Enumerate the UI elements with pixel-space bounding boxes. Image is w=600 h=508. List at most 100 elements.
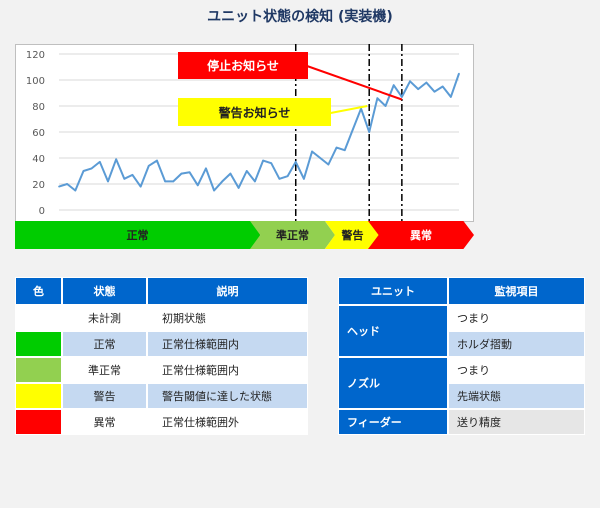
data-point bbox=[82, 170, 85, 172]
data-point bbox=[90, 167, 93, 170]
y-tick-label: 80 bbox=[32, 102, 45, 113]
data-point bbox=[376, 97, 379, 99]
y-tick-label: 40 bbox=[32, 154, 45, 165]
status-table: 色 状態 説明 未計測 初期状態 正常 正常仕様範囲内 準正常 正常仕様範囲内 … bbox=[15, 277, 308, 435]
band-semi-normal: 準正常 bbox=[250, 221, 335, 249]
monitor-item: 送り精度 bbox=[448, 409, 585, 435]
col-description: 説明 bbox=[147, 277, 308, 305]
data-point bbox=[441, 85, 444, 88]
table-row: ヘッド つまり bbox=[338, 305, 585, 357]
data-point bbox=[401, 96, 403, 98]
state-cell: 異常 bbox=[62, 409, 147, 435]
data-point bbox=[245, 170, 248, 172]
data-series-line bbox=[58, 73, 460, 192]
table-row: 準正常 正常仕様範囲内 bbox=[15, 357, 308, 383]
data-point bbox=[425, 81, 428, 84]
color-swatch bbox=[15, 331, 62, 357]
y-tick-label: 20 bbox=[32, 180, 45, 191]
band-normal: 正常 bbox=[15, 221, 260, 249]
data-point bbox=[156, 159, 158, 162]
data-point bbox=[343, 149, 346, 151]
data-point bbox=[213, 189, 215, 192]
unit-nozzle: ノズル bbox=[338, 357, 448, 409]
table-row: 警告 警告閾値に達した状態 bbox=[15, 383, 308, 409]
description-cell: 正常仕様範囲内 bbox=[147, 331, 308, 357]
data-point bbox=[319, 157, 322, 159]
data-point bbox=[58, 185, 60, 188]
table-row: 正常 正常仕様範囲内 bbox=[15, 331, 308, 357]
state-cell: 未計測 bbox=[62, 305, 147, 331]
data-point bbox=[254, 180, 256, 183]
col-state: 状態 bbox=[62, 277, 147, 305]
data-point bbox=[188, 171, 191, 174]
data-point bbox=[286, 175, 289, 177]
data-point bbox=[139, 185, 142, 188]
monitor-item: ホルダ摺動 bbox=[448, 331, 585, 357]
description-cell: 警告閾値に達した状態 bbox=[147, 383, 308, 409]
data-point bbox=[99, 161, 101, 163]
page-title: ユニット状態の検知 (実装機) bbox=[207, 9, 393, 25]
status-table-header: 色 状態 説明 bbox=[15, 277, 308, 305]
data-point bbox=[205, 167, 207, 170]
stop-callout-pointer bbox=[306, 65, 403, 101]
unit-table: ユニット 監視項目 ヘッド つまり ホルダ摺動 ノズル つまり 先端状態 フィー… bbox=[338, 277, 585, 435]
data-point bbox=[392, 84, 395, 86]
monitor-item: つまり bbox=[448, 357, 585, 383]
y-tick-label: 120 bbox=[26, 50, 45, 61]
data-point bbox=[196, 184, 199, 187]
data-point bbox=[417, 88, 419, 90]
data-point bbox=[278, 178, 281, 180]
data-point bbox=[107, 180, 109, 183]
color-swatch bbox=[15, 409, 62, 435]
col-color: 色 bbox=[15, 277, 62, 305]
table-row: ノズル つまり bbox=[338, 357, 585, 409]
data-point bbox=[327, 163, 330, 166]
y-tick-label: 0 bbox=[39, 206, 45, 217]
data-point bbox=[352, 128, 354, 131]
monitor-item: つまり bbox=[448, 305, 585, 331]
data-point bbox=[368, 131, 371, 133]
unit-feeder: フィーダー bbox=[338, 409, 448, 435]
state-cell: 正常 bbox=[62, 331, 147, 357]
description-cell: 正常仕様範囲内 bbox=[147, 357, 308, 383]
y-tick-label: 100 bbox=[26, 76, 45, 87]
col-monitor-item: 監視項目 bbox=[448, 277, 585, 305]
data-point bbox=[294, 161, 297, 163]
data-point bbox=[303, 178, 305, 180]
data-point bbox=[131, 174, 134, 176]
stop-notice-callout: 停止お知らせ bbox=[178, 52, 308, 79]
monitor-item: 先端状態 bbox=[448, 383, 585, 409]
col-unit: ユニット bbox=[338, 277, 448, 305]
data-point bbox=[172, 180, 175, 183]
state-cell: 警告 bbox=[62, 383, 147, 409]
data-point bbox=[409, 80, 411, 83]
data-point bbox=[433, 90, 436, 93]
y-tick-label: 60 bbox=[32, 128, 45, 139]
data-point bbox=[164, 180, 166, 183]
data-point bbox=[123, 178, 126, 180]
color-swatch bbox=[15, 305, 62, 331]
data-point bbox=[384, 105, 387, 107]
unit-table-header: ユニット 監視項目 bbox=[338, 277, 585, 305]
data-point bbox=[270, 162, 273, 164]
data-point bbox=[237, 187, 240, 189]
data-point bbox=[221, 180, 224, 183]
data-point bbox=[335, 146, 338, 149]
data-point bbox=[262, 159, 264, 162]
data-point bbox=[180, 172, 183, 175]
data-point bbox=[74, 189, 77, 192]
data-point bbox=[66, 183, 68, 185]
state-cell: 準正常 bbox=[62, 357, 147, 383]
table-row: フィーダー 送り精度 bbox=[338, 409, 585, 435]
data-point bbox=[147, 165, 150, 167]
color-swatch bbox=[15, 357, 62, 383]
band-abnormal: 異常 bbox=[368, 221, 474, 249]
warning-notice-callout: 警告お知らせ bbox=[178, 98, 331, 126]
data-point bbox=[458, 72, 460, 75]
table-row: 異常 正常仕様範囲外 bbox=[15, 409, 308, 435]
description-cell: 正常仕様範囲外 bbox=[147, 409, 308, 435]
data-point bbox=[115, 158, 117, 161]
data-point bbox=[229, 172, 232, 175]
color-swatch bbox=[15, 383, 62, 409]
description-cell: 初期状態 bbox=[147, 305, 308, 331]
